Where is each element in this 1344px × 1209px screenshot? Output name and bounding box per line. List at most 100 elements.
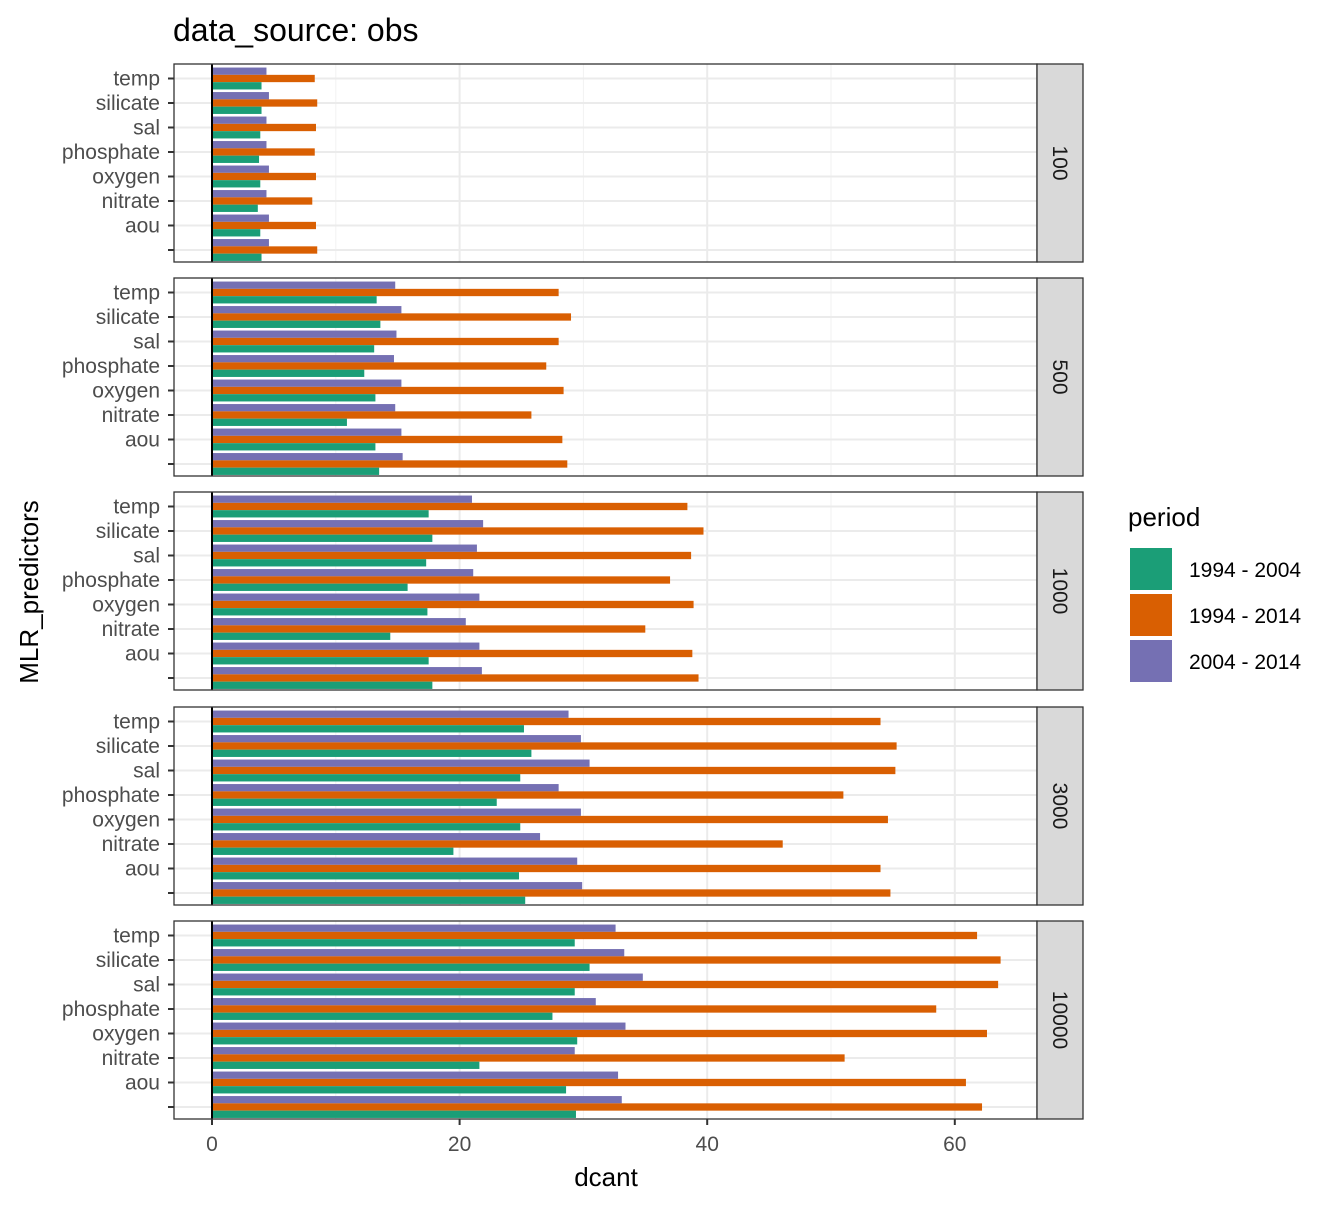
y-tick-label: silicate (96, 735, 160, 758)
bar (212, 369, 365, 377)
bar (212, 306, 402, 314)
bar (212, 296, 377, 304)
bar (212, 467, 380, 475)
bar (212, 657, 429, 665)
bar (212, 872, 520, 880)
bar (212, 973, 643, 981)
bar (212, 864, 881, 873)
bar (212, 123, 316, 132)
y-tick-label: nitrate (102, 190, 160, 213)
facet-strip-label: 100 (1048, 145, 1071, 180)
bar (212, 1054, 845, 1062)
bar (212, 1103, 983, 1111)
bar (212, 632, 391, 640)
bar (212, 1005, 937, 1013)
y-tick-label: temp (113, 496, 160, 519)
bar (212, 404, 396, 412)
chart-title: data_source: obs (173, 12, 419, 48)
bar (212, 791, 844, 799)
bar (212, 253, 262, 261)
legend-key (1130, 640, 1172, 682)
bar (212, 165, 269, 173)
facet-panel-1000: tempsilicatesalphosphateoxygennitrateaou… (62, 491, 1084, 691)
y-tick-label: phosphate (62, 355, 160, 378)
facet-strip (1036, 63, 1084, 263)
bar (212, 453, 403, 461)
y-tick-label: phosphate (62, 998, 160, 1021)
bar (212, 889, 891, 897)
y-tick-label: nitrate (102, 618, 160, 641)
y-tick-label: nitrate (102, 404, 160, 427)
x-tick-label: 0 (206, 1133, 218, 1156)
bar (212, 939, 575, 947)
bar (212, 784, 559, 792)
bar (212, 510, 429, 518)
bar (212, 418, 347, 426)
facet-strip (1036, 277, 1084, 477)
y-tick-label: phosphate (62, 141, 160, 164)
x-axis: 0 20 40 60 (206, 1119, 966, 1156)
bar (212, 735, 581, 743)
bar (212, 386, 564, 395)
legend-label: 1994 - 2004 (1189, 559, 1301, 582)
bar (212, 625, 646, 633)
y-tick-label: nitrate (102, 1047, 160, 1070)
y-tick-label: temp (113, 711, 160, 734)
bar (212, 288, 559, 297)
bar (212, 443, 376, 451)
y-tick-label: aou (125, 215, 160, 238)
bar (212, 710, 569, 718)
bar (212, 949, 625, 957)
bar (212, 717, 881, 726)
bar (212, 774, 521, 782)
bar (212, 667, 482, 675)
bar (212, 313, 572, 321)
bar (212, 281, 396, 289)
bar (212, 1061, 480, 1069)
bar (212, 815, 888, 824)
bar (212, 749, 532, 757)
y-tick-label: oxygen (92, 380, 160, 403)
y-tick-label: aou (125, 643, 160, 666)
bar (212, 576, 671, 584)
facet-panel-3000: tempsilicatesalphosphateoxygennitrateaou… (62, 706, 1084, 906)
bar (212, 116, 267, 124)
bar (212, 229, 261, 237)
y-tick-label: oxygen (92, 809, 160, 832)
facet-strip (1036, 920, 1084, 1120)
x-tick-label: 40 (696, 1133, 719, 1156)
bar (212, 551, 692, 560)
y-tick-label: phosphate (62, 784, 160, 807)
bar (212, 1047, 575, 1055)
bar (212, 172, 316, 181)
bar (212, 1029, 987, 1038)
facet-strip-label: 1000 (1048, 568, 1071, 615)
bar (212, 544, 477, 552)
bar (212, 106, 262, 114)
bar (212, 534, 433, 542)
bar (212, 569, 474, 577)
y-tick-label: sal (133, 760, 160, 783)
bar (212, 214, 269, 222)
bar (212, 980, 999, 989)
bar (212, 460, 568, 468)
bar (212, 355, 394, 363)
legend: period 1994 - 2004 1994 - 2014 2004 - 2014 (1128, 502, 1301, 682)
legend-label: 1994 - 2014 (1189, 605, 1301, 628)
facet-strip-label: 500 (1048, 359, 1071, 394)
bar (212, 725, 524, 733)
bar (212, 428, 402, 436)
y-tick-label: aou (125, 429, 160, 452)
bar (212, 99, 318, 107)
bar (212, 1012, 553, 1020)
bar (212, 330, 397, 338)
y-tick-label: aou (125, 1072, 160, 1095)
bar (212, 1071, 619, 1079)
y-tick-label: sal (133, 545, 160, 568)
bar (212, 379, 402, 387)
bar (212, 320, 381, 328)
bar (212, 924, 616, 932)
legend-label: 2004 - 2014 (1189, 651, 1301, 674)
panel-background (174, 64, 1037, 262)
